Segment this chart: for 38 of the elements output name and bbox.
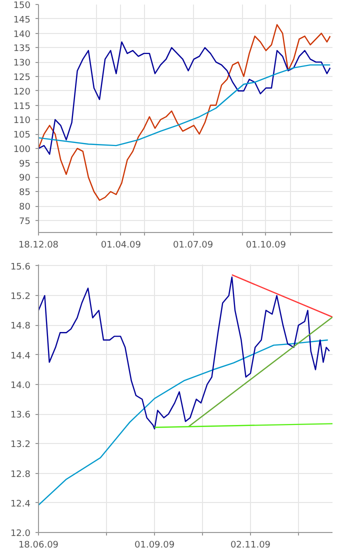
x-tick-label: 01.04.09 [100, 240, 142, 250]
x-tick-label: 01.10.09 [246, 240, 286, 250]
x-tick-label: 18.06.09 [18, 540, 59, 550]
y-tick-label: 125 [13, 72, 31, 83]
line-series [38, 276, 330, 430]
y-tick-label: 12.0 [10, 529, 31, 539]
y-tick-label: 14.8 [10, 322, 31, 332]
line-series [38, 339, 328, 506]
y-tick-label: 150 [13, 1, 31, 11]
y-tick-label: 95 [19, 159, 30, 170]
y-tick-label: 15.6 [10, 262, 31, 272]
y-tick-label: 13.6 [10, 410, 31, 421]
y-tick-label: 140 [13, 30, 31, 40]
y-tick-label: 14.0 [10, 380, 31, 391]
y-tick-label: 90 [19, 174, 31, 184]
y-tick-label: 115 [13, 102, 31, 112]
x-tick-label: 02.11.09 [230, 540, 271, 550]
y-tick-label: 15.2 [10, 292, 31, 302]
y-tick-label: 12.4 [10, 499, 31, 510]
y-tick-label: 85 [19, 188, 30, 198]
y-tick-label: 145 [13, 15, 31, 26]
y-tick-label: 13.2 [10, 440, 31, 450]
y-tick-label: 130 [13, 58, 31, 69]
x-tick-label: 01.07.09 [172, 240, 214, 250]
y-tick-label: 135 [13, 44, 31, 54]
y-tick-label: 80 [19, 202, 31, 213]
line-series [38, 64, 331, 146]
x-tick-label: 01.09.09 [134, 540, 175, 550]
line-series [38, 41, 331, 155]
y-tick-label: 105 [13, 130, 31, 141]
x-tick-label: 18.12.08 [18, 240, 59, 250]
y-tick-label: 100 [13, 144, 31, 155]
y-tick-label: 120 [13, 87, 31, 98]
y-tick-label: 12.8 [10, 470, 31, 480]
y-tick-label: 14.4 [10, 351, 31, 362]
y-tick-label: 75 [19, 216, 30, 227]
y-tick-label: 110 [13, 116, 31, 126]
line-series [38, 24, 331, 201]
